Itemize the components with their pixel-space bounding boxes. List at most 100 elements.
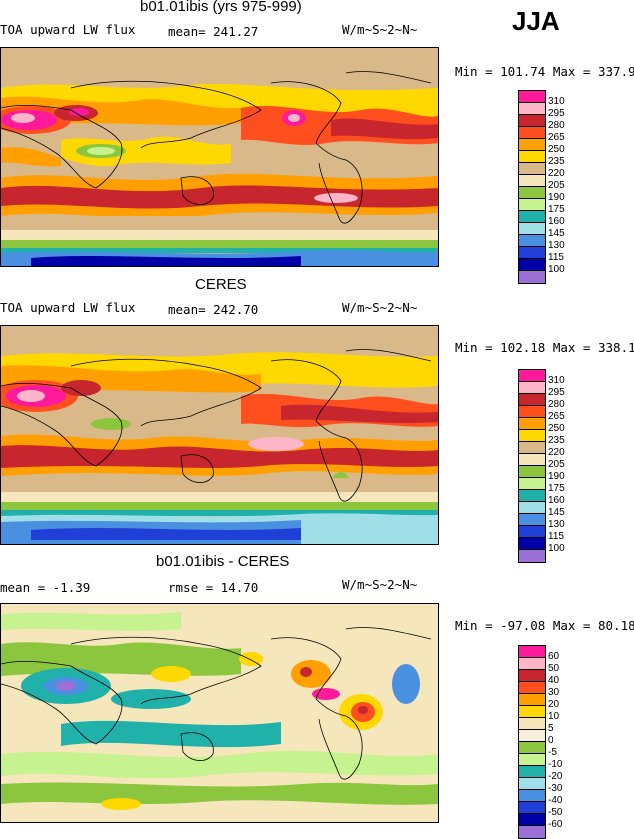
colorbar-tick-label: 265 — [548, 132, 565, 143]
colorbar-tick-label: 310 — [548, 375, 565, 386]
colorbar-swatch — [519, 730, 545, 742]
contour-band — [1, 502, 438, 510]
colorbar-tick-label: 20 — [548, 699, 560, 710]
colorbar-tick-label: 205 — [548, 180, 565, 191]
colorbar-swatch — [519, 175, 545, 187]
colorbar-swatch — [519, 514, 545, 526]
colorbar-tick-label: 175 — [548, 204, 565, 215]
colorbar-swatch — [519, 103, 545, 115]
contour-band — [61, 720, 281, 748]
colorbar-tick-label: 100 — [548, 264, 565, 275]
colorbar-swatch — [519, 442, 545, 454]
panel-3-mean: mean = -1.39 — [0, 580, 91, 595]
colorbar-swatch — [519, 115, 545, 127]
colorbar-swatch — [519, 670, 545, 682]
panel-2-units: W/m~S~2~N~ — [342, 300, 418, 315]
contour-band — [31, 528, 301, 540]
colorbar-tick-label: 235 — [548, 156, 565, 167]
coastline — [270, 637, 363, 780]
contour-band — [31, 256, 301, 266]
coastline — [180, 176, 214, 205]
colorbar-tick-label: 190 — [548, 471, 565, 482]
panel-2-variable-label: TOA upward LW flux — [0, 300, 136, 315]
colorbar-swatch — [519, 466, 545, 478]
colorbar-swatch — [519, 127, 545, 139]
contour-band — [358, 706, 368, 714]
contour-band — [1, 445, 438, 468]
colorbar-tick-label: 160 — [548, 216, 565, 227]
contour-band — [1, 230, 438, 240]
colorbar-tick-label: 130 — [548, 519, 565, 530]
coastline — [1, 661, 123, 745]
colorbar-swatch — [519, 199, 545, 211]
coastline — [1, 105, 123, 189]
panel-2-minmax: Min = 102.18 Max = 338.10 — [455, 340, 634, 355]
colorbar-swatch — [519, 394, 545, 406]
contour-band — [300, 667, 312, 677]
colorbar-tick-label: 10 — [548, 711, 560, 722]
colorbar-tick-label: -20 — [548, 771, 563, 782]
colorbar-tick-label: 295 — [548, 387, 565, 398]
contour-band — [331, 118, 438, 140]
colorbar-swatch — [519, 406, 545, 418]
coastline — [180, 454, 214, 483]
colorbar-swatch — [519, 706, 545, 718]
contour-band — [1, 248, 438, 253]
colorbar-swatch — [519, 382, 545, 394]
colorbar-tick-label: -30 — [548, 783, 563, 794]
colorbar-tick-label: 250 — [548, 144, 565, 155]
coastline — [1, 383, 123, 467]
coastline — [345, 627, 432, 640]
contour-band — [91, 418, 131, 430]
contour-band — [17, 390, 45, 402]
colorbar-swatch — [519, 550, 545, 562]
colorbar-swatch — [519, 754, 545, 766]
colorbar-swatch — [519, 151, 545, 163]
colorbar-swatch — [519, 694, 545, 706]
colorbar-tick-label: 250 — [548, 423, 565, 434]
colorbar-swatch — [519, 658, 545, 670]
colorbar-tick-label: 220 — [548, 168, 565, 179]
contour-band — [1, 750, 438, 779]
colorbar-tick-label: 145 — [548, 228, 565, 239]
colorbar-tick-label: -60 — [548, 819, 563, 830]
contour-band — [1, 240, 438, 248]
contour-band — [111, 689, 191, 709]
colorbar-tick-label: -5 — [548, 747, 557, 758]
colorbar-tick-label: 30 — [548, 687, 560, 698]
colorbar-tick-label: 100 — [548, 543, 565, 554]
panel-3-minmax: Min = -97.08 Max = 80.18 — [455, 618, 634, 633]
colorbar-swatch — [519, 259, 545, 271]
contour-band — [1, 48, 438, 78]
coastline — [180, 732, 214, 761]
contour-band — [239, 652, 263, 666]
contour-band — [1, 510, 438, 516]
contour-band — [1, 478, 438, 492]
colorbar-tick-label: 190 — [548, 192, 565, 203]
contour-band — [248, 437, 304, 451]
contour-band — [87, 147, 115, 155]
panel-1-colorbar — [518, 90, 546, 284]
colorbar-tick-label: 265 — [548, 411, 565, 422]
colorbar-swatch — [519, 91, 545, 103]
colorbar-tick-label: 5 — [548, 723, 554, 734]
colorbar-swatch — [519, 163, 545, 175]
colorbar-swatch — [519, 247, 545, 259]
panel-3-units: W/m~S~2~N~ — [342, 577, 418, 592]
colorbar-swatch — [519, 211, 545, 223]
colorbar-swatch — [519, 742, 545, 754]
colorbar-tick-label: -40 — [548, 795, 563, 806]
contour-band — [1, 185, 438, 209]
coastline — [70, 636, 262, 705]
panel-1-title: b01.01ibis (yrs 975-999) — [140, 0, 302, 15]
season-label: JJA — [512, 6, 560, 36]
contour-band — [101, 798, 141, 810]
panel-1-variable-label: TOA upward LW flux — [0, 22, 136, 37]
colorbar-tick-label: 50 — [548, 663, 560, 674]
colorbar-tick-label: 280 — [548, 399, 565, 410]
contour-band — [1, 492, 438, 502]
contour-band — [314, 193, 358, 203]
colorbar-swatch — [519, 526, 545, 538]
colorbar-tick-label: 310 — [548, 96, 565, 107]
panel-2-map — [0, 325, 439, 545]
